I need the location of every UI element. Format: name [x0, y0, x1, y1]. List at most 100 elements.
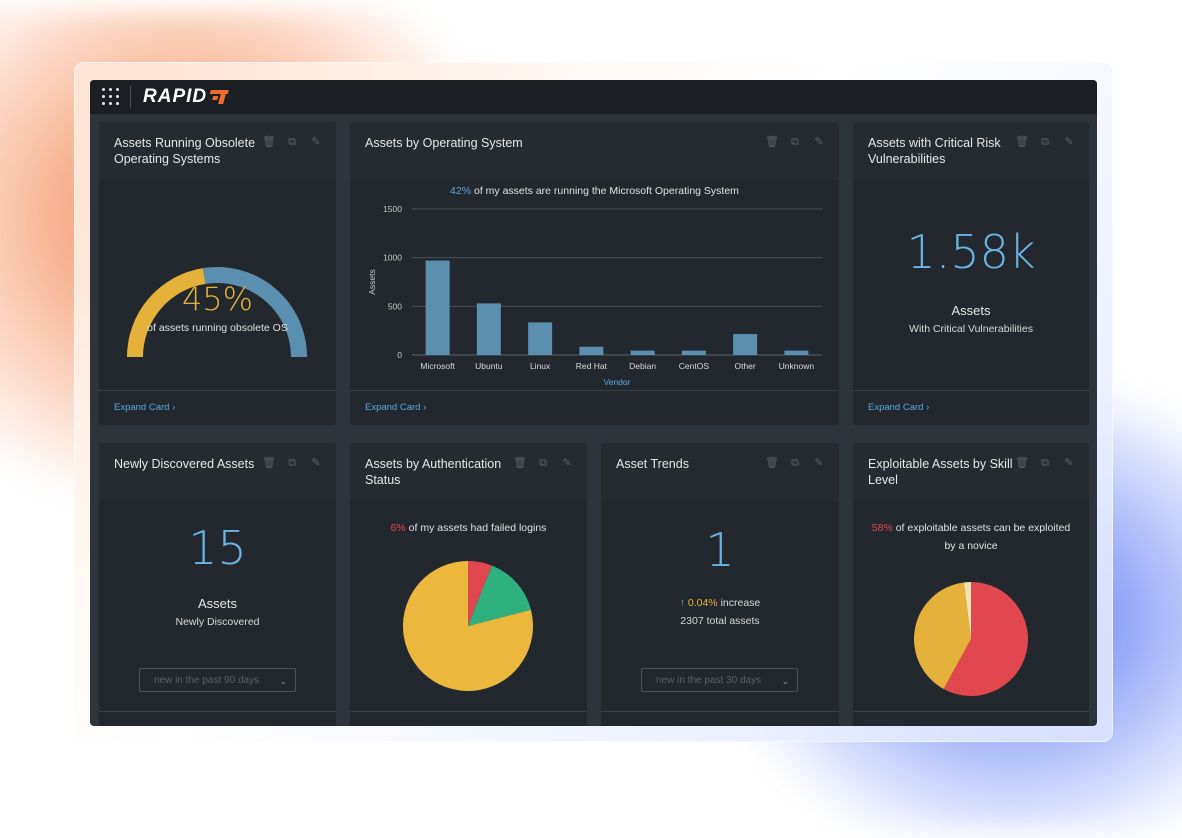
card-header: Assets by Operating System 🗑 ⧉ ✎: [350, 122, 839, 180]
card-actions: 🗑 ⧉ ✎: [262, 136, 322, 149]
logo-mark-icon: [207, 90, 230, 104]
card-critical-vulnerabilities: Assets with Critical Risk Vulnerabilitie…: [853, 122, 1089, 425]
edit-icon[interactable]: ✎: [562, 457, 572, 469]
newly-count: 15: [188, 521, 247, 575]
card-footer-divider: [853, 711, 1089, 712]
trend-change-text: increase: [720, 597, 761, 609]
pie-slice: [468, 565, 531, 626]
apps-grid-icon[interactable]: [102, 88, 120, 106]
copy-icon[interactable]: ⧉: [1041, 457, 1049, 469]
expand-card-link[interactable]: Expand Card ›: [365, 402, 427, 413]
copy-icon[interactable]: ⧉: [1041, 136, 1049, 148]
card-title: Assets by Operating System: [365, 136, 523, 150]
edit-icon[interactable]: ✎: [814, 457, 824, 469]
newly-sublabel: Newly Discovered: [175, 616, 260, 628]
card-exploitable-assets: Exploitable Assets by Skill Level 🗑 ⧉ ✎ …: [853, 443, 1089, 726]
bar-chart: 0 500 1000 1500 Assets Microsoft Ubuntu Linux Re…: [367, 204, 822, 387]
gauge-rest-arc: [202, 267, 307, 358]
x-tick-label: Red Hat: [576, 361, 608, 371]
edit-icon[interactable]: ✎: [1064, 457, 1074, 469]
select-value: new in the past 90 days: [154, 675, 260, 686]
delete-icon[interactable]: 🗑: [765, 136, 779, 148]
pie-slice: [468, 561, 492, 626]
card-actions: 🗑 ⧉ ✎: [513, 457, 573, 470]
y-axis-label: Assets: [367, 269, 377, 295]
bar: [630, 350, 655, 355]
card-header: Assets Running Obsolete Operating System…: [99, 122, 336, 180]
card-title: Newly Discovered Assets: [114, 457, 255, 471]
bar: [425, 260, 450, 355]
delete-icon[interactable]: 🗑: [262, 457, 276, 469]
x-tick-label: Linux: [530, 361, 551, 371]
card-assets-by-os: Assets by Operating System 🗑 ⧉ ✎ 42% of …: [350, 122, 839, 425]
gauge-percent: 45%: [181, 280, 254, 318]
copy-icon[interactable]: ⧉: [791, 136, 799, 148]
card-obsolete-os: Assets Running Obsolete Operating System…: [99, 122, 336, 425]
critical-count: 1.58k: [906, 225, 1036, 279]
copy-icon[interactable]: ⧉: [288, 136, 296, 148]
gauge-filled-arc: [127, 268, 206, 358]
newly-label: Assets: [197, 596, 237, 611]
edit-icon[interactable]: ✎: [311, 136, 321, 148]
card-title: Assets Running Obsolete Operating System…: [114, 136, 256, 166]
edit-icon[interactable]: ✎: [311, 457, 321, 469]
x-tick-label: Unknown: [779, 361, 815, 371]
bar: [476, 303, 501, 355]
y-tick-label: 1000: [383, 253, 402, 263]
headline-percent: 6%: [390, 522, 406, 534]
delete-icon[interactable]: 🗑: [262, 136, 276, 148]
x-axis-label: Vendor: [604, 377, 631, 387]
bar: [528, 322, 553, 355]
bar: [784, 350, 809, 355]
copy-icon[interactable]: ⧉: [288, 457, 296, 469]
expand-card-link[interactable]: Expand Card ›: [114, 402, 176, 413]
card-header: Asset Trends 🗑 ⧉ ✎: [601, 443, 839, 501]
expand-card-link[interactable]: Expand Card ›: [868, 402, 930, 413]
critical-label: Assets: [951, 303, 991, 318]
card-header: Assets by Authentication Status 🗑 ⧉ ✎: [350, 443, 587, 501]
arrow-up-icon: ↑: [679, 597, 685, 609]
delete-icon[interactable]: 🗑: [513, 457, 527, 469]
card-actions: 🗑 ⧉ ✎: [765, 457, 825, 470]
y-tick-label: 500: [388, 301, 402, 311]
edit-icon[interactable]: ✎: [814, 136, 824, 148]
card-title: Asset Trends: [616, 457, 689, 471]
select-value: new in the past 30 days: [656, 675, 762, 686]
chevron-down-icon: ⌄: [279, 676, 287, 686]
chevron-down-icon: ⌄: [781, 676, 789, 686]
card-actions: 🗑 ⧉ ✎: [262, 457, 322, 470]
card-actions: 🗑 ⧉ ✎: [1015, 136, 1075, 149]
card-title: Assets with Critical Risk Vulnerabilitie…: [868, 136, 1001, 166]
time-range-select[interactable]: new in the past 30 days ⌄: [641, 668, 798, 692]
time-range-select[interactable]: new in the past 90 days ⌄: [139, 668, 296, 692]
dashboard-window: RAPID Assets Running Obsolete Operating …: [90, 80, 1097, 726]
card-actions: 🗑 ⧉ ✎: [765, 136, 825, 149]
copy-icon[interactable]: ⧉: [539, 457, 547, 469]
bar: [681, 350, 706, 355]
exploitable-headline-line2: by a novice: [944, 540, 998, 552]
card-title: Assets by Authentication Status: [365, 457, 502, 487]
x-tick-label: CentOS: [679, 361, 710, 371]
delete-icon[interactable]: 🗑: [765, 457, 779, 469]
gauge-caption: of assets running obsolete OS: [147, 322, 288, 334]
bar: [733, 334, 758, 355]
card-header: Assets with Critical Risk Vulnerabilitie…: [853, 122, 1089, 180]
copy-icon[interactable]: ⧉: [791, 457, 799, 469]
headline-text: of exploitable assets can be exploited: [895, 522, 1071, 534]
card-footer-divider: [350, 711, 587, 712]
edit-icon[interactable]: ✎: [1064, 136, 1074, 148]
trend-change-percent: 0.04%: [687, 597, 718, 609]
pie-slice: [963, 582, 971, 639]
trend-count: 1: [705, 523, 735, 577]
x-tick-label: Microsoft: [420, 361, 455, 371]
x-tick-label: Ubuntu: [475, 361, 503, 371]
card-footer: Expand Card ›: [99, 390, 336, 425]
topbar-divider: [130, 86, 131, 108]
x-tick-label: Debian: [629, 361, 656, 371]
delete-icon[interactable]: 🗑: [1015, 136, 1029, 148]
delete-icon[interactable]: 🗑: [1015, 457, 1029, 469]
rapid7-logo[interactable]: RAPID: [143, 86, 230, 108]
card-title: Exploitable Assets by Skill Level: [868, 457, 1013, 487]
exploitable-pie-chart: [914, 582, 1028, 696]
pie-slice: [403, 561, 533, 691]
